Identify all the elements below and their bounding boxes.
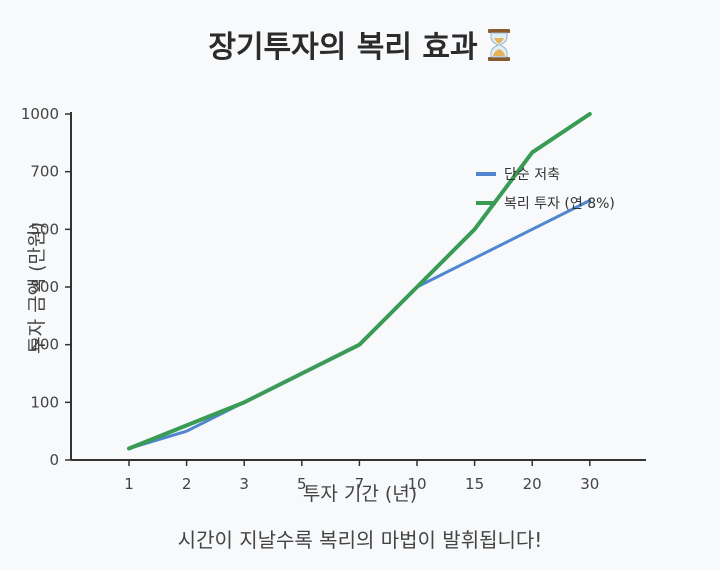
x-axis-title: 투자 기간 (년) [303,483,417,505]
chart-title-text: 장기투자의 복리 효과 [208,30,478,65]
legend-label-0: 단순 저축 [504,167,560,183]
x-tick-label: 2 [182,475,192,493]
hourglass-icon [486,29,512,61]
x-tick-label: 15 [465,475,484,493]
y-tick-label: 700 [30,163,59,181]
x-tick-label: 10 [407,475,426,493]
x-tick-label: 20 [523,475,542,493]
plot-area: 0 100 200 300 500 700 1000 1 2 3 5 7 10 15 20 30 단순 저축복리… [21,105,646,505]
y-tick-label: 1000 [21,105,59,123]
x-tick-label: 1 [124,475,134,493]
y-axis-title: 투자 금액 (만원) [26,222,48,354]
x-tick-label: 3 [239,475,249,493]
y-tick-label: 200 [30,336,59,354]
y-tick-label: 300 [30,278,59,296]
legend-label-1: 복리 투자 (연 8%) [504,196,615,212]
series-line-0 [127,199,592,450]
series-line-1 [127,112,592,451]
line-chart: 0 100 200 300 500 700 1000 1 2 3 5 7 10 15 20 30 단순 저축복리… [21,105,646,505]
x-tick-label: 30 [580,475,599,493]
x-tick-label: 5 [297,475,307,493]
y-tick-label: 100 [30,393,59,411]
chart-caption: 시간이 지날수록 복리의 마법이 발휘됩니다! [177,528,543,552]
x-tick-label: 7 [355,475,365,493]
y-tick-label: 500 [30,220,59,238]
chart-title: 장기투자의 복리 효과 [0,22,720,66]
y-tick-label: 0 [49,451,59,469]
